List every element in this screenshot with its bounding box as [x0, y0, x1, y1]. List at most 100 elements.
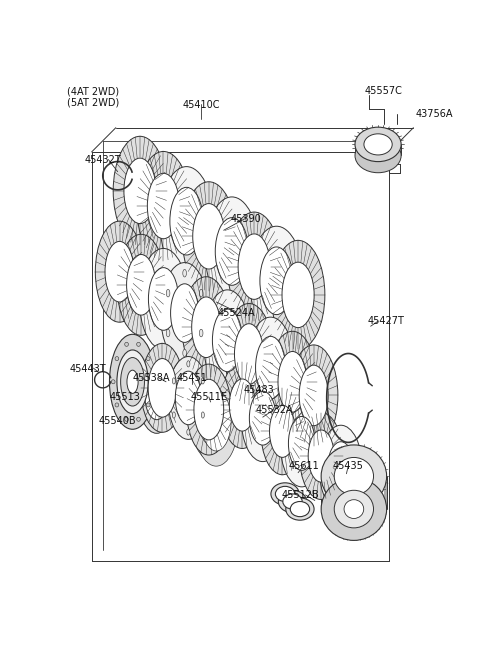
Ellipse shape	[194, 379, 224, 440]
Text: 45611: 45611	[288, 461, 319, 471]
Ellipse shape	[364, 134, 392, 155]
Ellipse shape	[127, 255, 156, 315]
Ellipse shape	[321, 445, 386, 508]
Ellipse shape	[308, 430, 334, 482]
Text: 45390: 45390	[230, 214, 262, 224]
Ellipse shape	[238, 234, 270, 299]
Ellipse shape	[125, 417, 129, 421]
Ellipse shape	[355, 138, 401, 173]
Ellipse shape	[148, 268, 179, 330]
Ellipse shape	[213, 309, 242, 372]
Ellipse shape	[117, 234, 165, 335]
Ellipse shape	[355, 127, 401, 161]
Ellipse shape	[202, 390, 231, 451]
Ellipse shape	[334, 490, 373, 528]
Ellipse shape	[203, 290, 252, 391]
Ellipse shape	[137, 417, 140, 421]
Ellipse shape	[260, 247, 293, 315]
Ellipse shape	[201, 378, 204, 384]
Ellipse shape	[96, 221, 144, 322]
Ellipse shape	[146, 357, 150, 361]
Ellipse shape	[344, 500, 364, 518]
Ellipse shape	[198, 385, 228, 446]
Ellipse shape	[139, 249, 188, 350]
Ellipse shape	[166, 289, 170, 297]
Text: (4AT 2WD)
(5AT 2WD): (4AT 2WD) (5AT 2WD)	[67, 87, 120, 108]
Ellipse shape	[150, 380, 154, 384]
Ellipse shape	[187, 429, 190, 435]
Ellipse shape	[187, 361, 190, 367]
Ellipse shape	[229, 379, 255, 431]
Ellipse shape	[288, 417, 315, 470]
Ellipse shape	[193, 203, 225, 269]
Text: 45524A: 45524A	[218, 308, 255, 318]
Ellipse shape	[250, 391, 276, 445]
Ellipse shape	[221, 361, 264, 449]
Ellipse shape	[141, 343, 184, 432]
Ellipse shape	[120, 358, 144, 406]
Ellipse shape	[286, 498, 314, 520]
Ellipse shape	[125, 342, 129, 346]
Ellipse shape	[172, 378, 175, 384]
Text: 45538A: 45538A	[132, 373, 170, 383]
Text: 45435: 45435	[333, 461, 364, 471]
Ellipse shape	[250, 226, 303, 335]
Ellipse shape	[105, 241, 134, 302]
Ellipse shape	[160, 262, 209, 363]
Ellipse shape	[170, 284, 199, 342]
Text: 45513: 45513	[109, 392, 141, 402]
Ellipse shape	[278, 352, 307, 412]
Ellipse shape	[271, 483, 299, 505]
Ellipse shape	[172, 412, 175, 418]
Text: 45483: 45483	[244, 385, 275, 396]
Ellipse shape	[147, 173, 180, 239]
Ellipse shape	[146, 403, 150, 407]
Ellipse shape	[137, 152, 190, 260]
Ellipse shape	[115, 403, 119, 407]
Ellipse shape	[225, 304, 273, 405]
Ellipse shape	[183, 349, 186, 357]
Ellipse shape	[182, 182, 236, 291]
Ellipse shape	[199, 329, 203, 337]
Ellipse shape	[278, 491, 307, 512]
Ellipse shape	[190, 370, 235, 461]
Ellipse shape	[111, 380, 115, 384]
Ellipse shape	[334, 457, 373, 495]
Ellipse shape	[268, 331, 317, 432]
Text: 45451: 45451	[177, 373, 207, 383]
Ellipse shape	[276, 486, 295, 501]
Ellipse shape	[321, 478, 386, 541]
Text: 45432T: 45432T	[84, 155, 121, 165]
Ellipse shape	[201, 412, 204, 418]
Ellipse shape	[113, 136, 167, 245]
Ellipse shape	[327, 441, 354, 495]
Text: 45410C: 45410C	[182, 100, 220, 110]
Ellipse shape	[192, 297, 221, 358]
Ellipse shape	[269, 405, 295, 457]
Ellipse shape	[170, 188, 203, 255]
Ellipse shape	[255, 337, 286, 399]
Ellipse shape	[183, 270, 186, 277]
Text: 45512B: 45512B	[281, 491, 319, 501]
Ellipse shape	[289, 345, 338, 446]
Ellipse shape	[137, 342, 140, 346]
Ellipse shape	[124, 158, 156, 224]
Ellipse shape	[299, 365, 328, 426]
Ellipse shape	[145, 371, 168, 420]
Ellipse shape	[109, 335, 156, 429]
Text: 45540B: 45540B	[99, 416, 136, 426]
Ellipse shape	[115, 357, 119, 361]
Ellipse shape	[290, 501, 310, 517]
Ellipse shape	[175, 371, 202, 424]
Ellipse shape	[283, 494, 302, 509]
Ellipse shape	[261, 388, 304, 475]
Ellipse shape	[148, 359, 177, 417]
Ellipse shape	[246, 317, 295, 418]
Ellipse shape	[127, 370, 138, 394]
Ellipse shape	[117, 350, 148, 414]
Ellipse shape	[138, 358, 175, 434]
Ellipse shape	[271, 240, 325, 350]
Text: 45511E: 45511E	[190, 392, 228, 402]
Ellipse shape	[166, 329, 170, 337]
Ellipse shape	[234, 323, 264, 384]
